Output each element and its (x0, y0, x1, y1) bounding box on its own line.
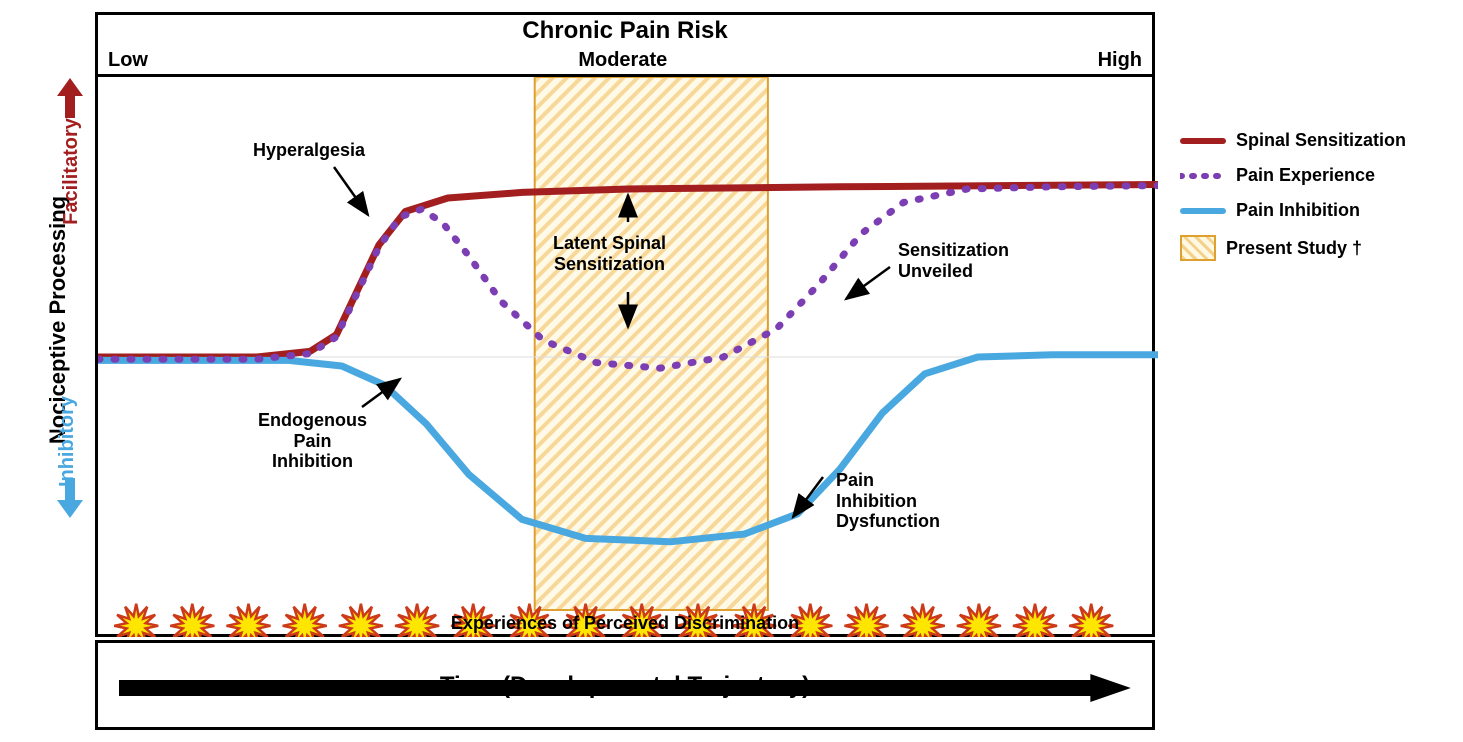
discrimination-star-icon (1013, 604, 1057, 637)
arrow-hyperalgesia (334, 167, 368, 215)
discrimination-star-icon (957, 604, 1001, 637)
arrow-dys (793, 477, 823, 517)
risk-high-label: High (1098, 49, 1142, 72)
plot-frame: Chronic Pain Risk Low Moderate High (95, 12, 1155, 637)
up-arrow-icon (57, 78, 83, 118)
ann-latent: Latent SpinalSensitization (553, 233, 666, 274)
legend-pain-exp: Pain Experience (1180, 165, 1406, 186)
ann-endog: EndogenousPainInhibition (258, 410, 367, 472)
legend: Spinal Sensitization Pain Experience Pai… (1180, 130, 1406, 275)
time-arrow-icon (119, 674, 1131, 702)
risk-header: Chronic Pain Risk Low Moderate High (98, 15, 1152, 77)
y-axis-inhibitory-label: Inhibitory (56, 396, 79, 487)
down-arrow-icon (57, 478, 83, 518)
discrimination-star-icon (227, 604, 271, 637)
legend-present-study: Present Study † (1180, 235, 1406, 261)
discrimination-star-icon (1069, 604, 1113, 637)
diagram-container: Nociceptive Processing Facilitatory Inhi… (0, 0, 1463, 742)
ann-dys: PainInhibitionDysfunction (836, 470, 940, 532)
ann-hyperalgesia: Hyperalgesia (253, 140, 365, 161)
discrimination-star-icon (901, 604, 945, 637)
discrimination-label: Experiences of Perceived Discrimination (451, 613, 799, 634)
footer-box: Time (Developmental Trajectory) (95, 640, 1155, 730)
legend-pain-inh: Pain Inhibition (1180, 200, 1406, 221)
discrimination-star-icon (845, 604, 889, 637)
y-axis-facilitatory-label: Facilitatory (60, 118, 83, 225)
risk-moderate-label: Moderate (578, 49, 667, 72)
plot-svg (98, 77, 1158, 637)
discrimination-star-icon (170, 604, 214, 637)
chart-title: Chronic Pain Risk (522, 17, 727, 45)
discrimination-star-icon (283, 604, 327, 637)
legend-spinal: Spinal Sensitization (1180, 130, 1406, 151)
risk-low-label: Low (108, 49, 148, 72)
discrimination-star-icon (339, 604, 383, 637)
arrow-sens-unveiled (846, 267, 890, 299)
discrimination-star-icon (114, 604, 158, 637)
discrimination-star-icon (395, 604, 439, 637)
ann-sens-unveiled: SensitizationUnveiled (898, 240, 1009, 281)
